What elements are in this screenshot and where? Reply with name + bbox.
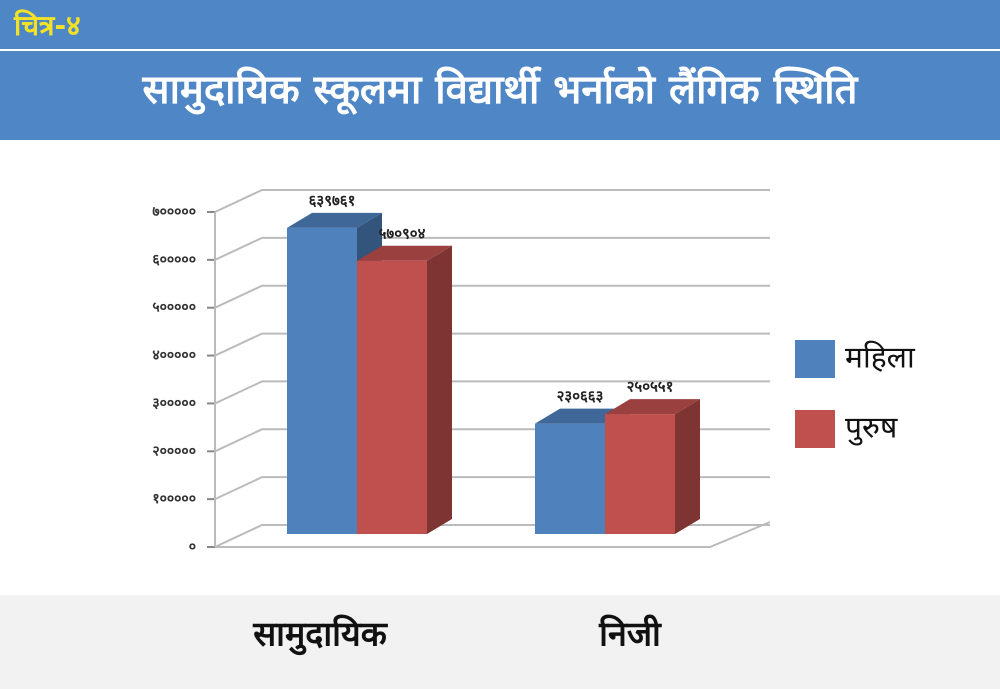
legend-label: महिला: [845, 341, 916, 376]
y-tick-label: ७०००००: [152, 204, 196, 220]
x-tick-label: सामुदायिक: [252, 614, 389, 656]
y-tick-label: ५०००००: [152, 300, 196, 316]
header-band: [0, 0, 1000, 140]
floor-edge: [215, 521, 771, 548]
legend-swatch: [795, 340, 835, 378]
legend-label: पुरुष: [845, 411, 898, 447]
grid-line: [214, 236, 770, 261]
bar: [357, 260, 427, 534]
bar: [287, 227, 357, 534]
value-label: ५७०९०४: [379, 224, 426, 242]
bar-side: [427, 245, 452, 534]
bar-top: [357, 245, 452, 261]
bar-side: [675, 399, 700, 534]
chart-title: सामुदायिक स्कूलमा विद्यार्थी भर्नाको लैं…: [142, 66, 859, 115]
figure-label: चित्र-४: [13, 9, 81, 42]
grid-line: [214, 380, 770, 405]
bar-top: [287, 212, 382, 228]
grid-line: [214, 284, 770, 309]
y-tick-label: ३०००००: [152, 395, 196, 411]
value-label: २५०५५१: [627, 378, 674, 396]
y-tick-label: ६०००००: [152, 252, 196, 268]
value-label: ६३९७६१: [309, 191, 356, 209]
y-tick-label: ०: [189, 539, 196, 555]
x-tick-label: निजी: [598, 614, 662, 655]
value-label: २३०६६३: [557, 387, 604, 405]
bar-top: [605, 399, 700, 415]
grid-line: [214, 189, 770, 213]
bar: [605, 414, 675, 534]
grid-line: [214, 332, 770, 357]
y-tick-label: ४०००००: [152, 348, 196, 364]
y-tick-label: १०००००: [152, 491, 196, 507]
y-tick-label: २०००००: [152, 443, 196, 459]
category-band: [0, 595, 1000, 689]
bar: [535, 423, 605, 534]
legend-swatch: [795, 410, 835, 448]
